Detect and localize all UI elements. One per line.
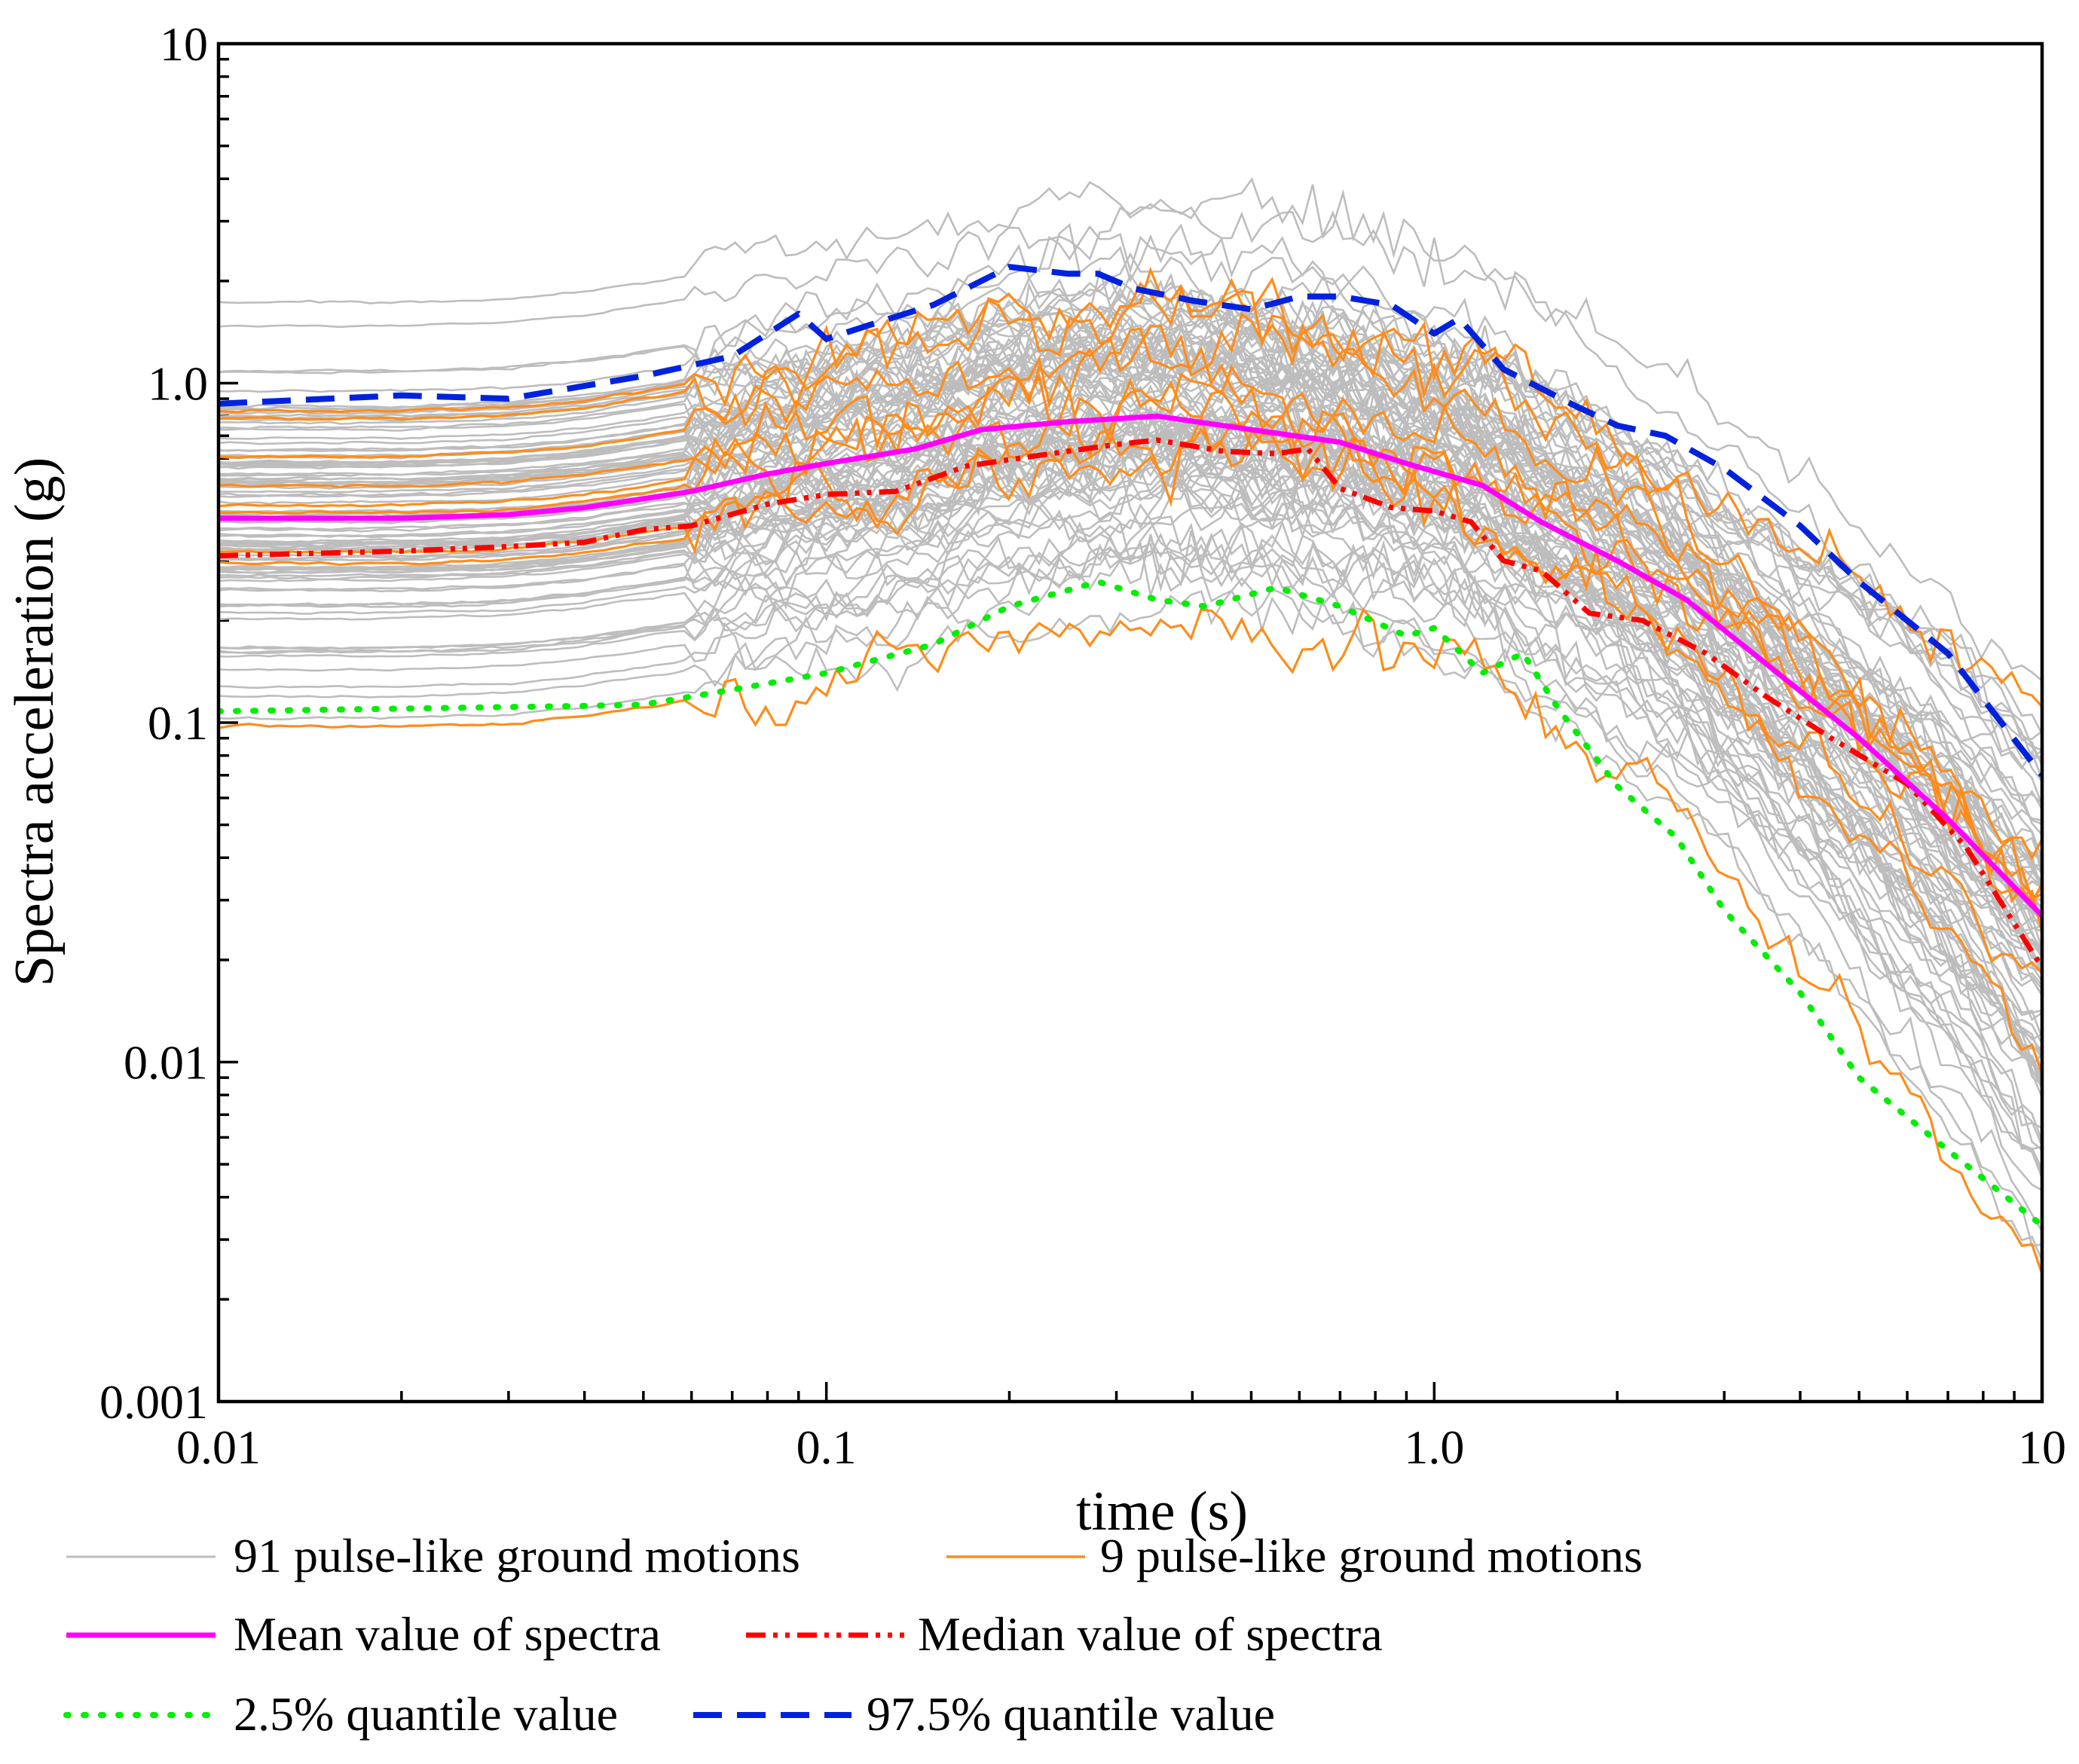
y-axis-title: Spectra acceleration (g)	[4, 457, 66, 987]
x-tick-label: 10	[2018, 1420, 2066, 1474]
gray-record-line	[219, 308, 2042, 825]
gray-record-line	[219, 310, 2042, 760]
legend-label-gray: 91 pulse-like ground motions	[234, 1529, 800, 1582]
plot-frame	[216, 41, 2044, 1404]
gray-record-line	[219, 326, 2042, 860]
gray-record-line	[219, 412, 2042, 1071]
median-curve	[219, 437, 2042, 969]
y-tick-label: 0.1	[148, 696, 208, 750]
gray-record-line	[219, 469, 2042, 973]
x-tick-label: 0.01	[176, 1420, 261, 1474]
gray-record-line	[219, 305, 2042, 760]
y-tick-label: 0.001	[99, 1375, 208, 1429]
gray-record-line	[219, 420, 2042, 1147]
legend: 91 pulse-like ground motions 9 pulse-like…	[63, 1529, 1643, 1741]
axis-ticks	[217, 57, 2016, 1403]
gray-record-line	[219, 298, 2042, 741]
gray-record-line	[219, 420, 2042, 986]
gray-record-line	[219, 587, 2042, 1247]
orange-record-line	[219, 266, 2042, 708]
gray-record-line	[219, 524, 2042, 1191]
legend-label-q025: 2.5% quantile value	[234, 1687, 618, 1741]
y-tick-label: 1.0	[148, 357, 208, 411]
legend-label-q975: 97.5% quantile value	[867, 1687, 1275, 1741]
orange-record-line	[219, 422, 2042, 974]
orange-record-line	[219, 607, 2042, 1275]
gray-record-line	[219, 452, 2042, 1151]
y-tick-label: 0.01	[124, 1036, 208, 1090]
q025-curve	[219, 579, 2042, 1229]
orange-record-line	[219, 311, 2042, 925]
gray-record-line	[219, 485, 2042, 1062]
orange-record-line	[219, 364, 2042, 861]
gray-record-line	[219, 177, 2042, 682]
statistic-curves	[219, 264, 2042, 1229]
orange-record-line	[219, 373, 2042, 906]
legend-label-mean: Mean value of spectra	[234, 1607, 661, 1661]
y-tick-label: 10	[160, 17, 208, 71]
gray-record-line	[219, 477, 2042, 1175]
gray-record-line	[219, 198, 2042, 765]
gray-record-line	[219, 225, 2042, 782]
gray-record-line	[219, 433, 2042, 1017]
x-tick-label: 1.0	[1404, 1420, 1464, 1474]
gray-record-line	[219, 509, 2042, 1142]
x-tick-label: 0.1	[796, 1420, 857, 1474]
gray-record-line	[219, 396, 2042, 952]
gray-record-line	[219, 519, 2042, 1232]
gray-record-line	[219, 405, 2042, 858]
orange-record-line	[219, 327, 2042, 934]
q975-curve	[219, 264, 2042, 778]
x-axis-title: time (s)	[1076, 1481, 1248, 1542]
legend-label-orange: 9 pulse-like ground motions	[1100, 1529, 1643, 1582]
mean-curve	[219, 413, 2042, 918]
gray-record-line	[219, 530, 2042, 1261]
legend-label-median: Median value of spectra	[918, 1607, 1383, 1661]
